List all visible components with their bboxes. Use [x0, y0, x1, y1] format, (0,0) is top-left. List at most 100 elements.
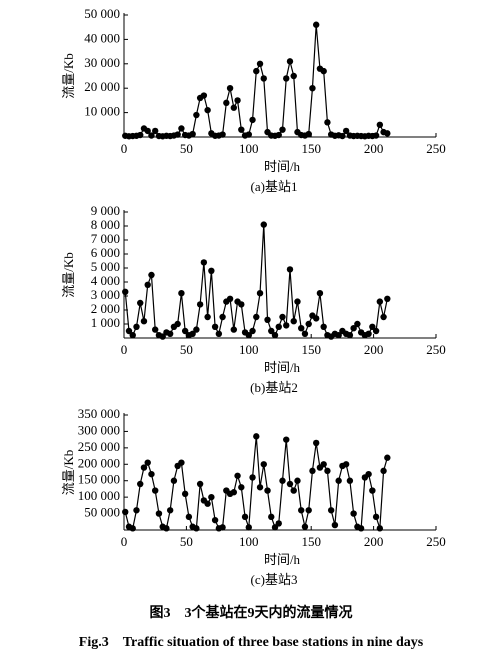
data-point	[372, 132, 380, 139]
caption-cn: 图3 3个基站在9天内的流量情况	[150, 604, 353, 621]
data-point	[125, 327, 133, 335]
data-point	[241, 513, 249, 521]
data-point	[256, 484, 264, 491]
x-tick-label: 100	[239, 141, 259, 156]
data-point	[219, 524, 226, 531]
data-point	[200, 259, 208, 266]
data-point	[275, 520, 282, 527]
y-tick-label: 2 000	[91, 301, 120, 316]
data-point	[204, 313, 211, 321]
x-tick-label: 50	[180, 342, 193, 357]
data-point	[260, 221, 267, 228]
caption-en: Fig.3 Traffic situation of three base st…	[79, 635, 424, 650]
data-point	[275, 323, 282, 330]
data-point	[137, 131, 144, 139]
y-tick-label: 100 000	[78, 488, 120, 503]
data-point	[140, 464, 148, 471]
data-point	[148, 132, 155, 139]
x-tick-label: 50	[180, 141, 193, 156]
data-point	[384, 454, 391, 461]
data-point	[148, 271, 155, 279]
y-tick-label: 30 000	[84, 55, 120, 70]
y-tick-label: 50 000	[84, 6, 120, 21]
data-point	[342, 127, 350, 135]
y-axis-label: 流量/Kb	[61, 450, 76, 496]
data-point	[320, 461, 327, 468]
x-tick-label: 250	[426, 342, 446, 357]
data-point	[372, 327, 380, 335]
data-point	[286, 480, 294, 488]
data-point	[268, 513, 275, 521]
data-point	[181, 327, 189, 335]
data-point	[122, 288, 129, 295]
data-point	[339, 132, 346, 140]
data-point	[380, 467, 387, 475]
data-point	[290, 318, 297, 325]
subplot-caption: (c)基站3	[251, 572, 298, 587]
data-point	[200, 92, 208, 99]
data-point	[283, 436, 290, 443]
data-point	[185, 513, 193, 521]
data-point	[331, 521, 339, 529]
x-tick-label: 0	[121, 534, 128, 549]
data-point	[346, 332, 354, 339]
data-point	[129, 332, 136, 339]
data-point	[335, 332, 342, 339]
data-point	[264, 316, 271, 323]
data-point	[245, 332, 252, 339]
data-point	[152, 127, 159, 135]
data-point	[283, 75, 290, 82]
y-tick-label: 5 000	[91, 259, 120, 274]
x-tick-label: 250	[426, 534, 446, 549]
data-point	[253, 313, 260, 321]
data-point	[178, 290, 185, 297]
y-tick-label: 40 000	[84, 30, 120, 45]
data-point	[178, 125, 185, 132]
data-point	[238, 126, 245, 133]
data-point	[159, 333, 166, 340]
y-tick-label: 350 000	[78, 406, 120, 421]
data-point	[249, 474, 256, 481]
data-point	[316, 290, 324, 297]
y-tick-label: 150 000	[78, 472, 120, 487]
data-point	[230, 326, 238, 333]
data-point	[193, 111, 200, 119]
data-point	[354, 320, 361, 328]
data-point	[215, 330, 223, 337]
data-point	[193, 525, 200, 532]
data-point	[148, 470, 155, 478]
y-axis-label: 流量/Kb	[61, 252, 76, 298]
data-point	[298, 325, 305, 332]
x-tick-label: 150	[301, 342, 321, 357]
y-tick-label: 10 000	[84, 104, 120, 119]
data-point	[170, 477, 178, 484]
data-point	[178, 459, 185, 466]
x-tick-label: 100	[239, 534, 259, 549]
data-point	[324, 119, 331, 126]
y-tick-label: 20 000	[84, 79, 120, 94]
data-point	[122, 508, 129, 516]
data-point	[253, 433, 260, 440]
data-point	[223, 99, 230, 107]
data-point	[298, 507, 305, 514]
x-tick-label: 200	[364, 534, 384, 549]
data-point	[133, 507, 140, 514]
data-point	[208, 493, 215, 501]
data-point	[301, 523, 309, 530]
x-tick-label: 250	[426, 141, 446, 156]
data-point	[211, 516, 219, 524]
x-axis-label: 时间/h	[264, 552, 301, 567]
data-point	[309, 85, 316, 92]
data-point	[137, 480, 144, 488]
data-point	[152, 326, 159, 333]
subplot-caption: (b)基站2	[250, 380, 298, 395]
data-point	[144, 127, 151, 135]
x-axis-label: 时间/h	[264, 159, 301, 174]
data-point	[245, 524, 252, 531]
data-point	[253, 67, 260, 75]
data-point	[234, 97, 241, 104]
data-point	[372, 513, 380, 521]
data-point	[275, 131, 282, 139]
y-tick-label: 6 000	[91, 245, 120, 260]
